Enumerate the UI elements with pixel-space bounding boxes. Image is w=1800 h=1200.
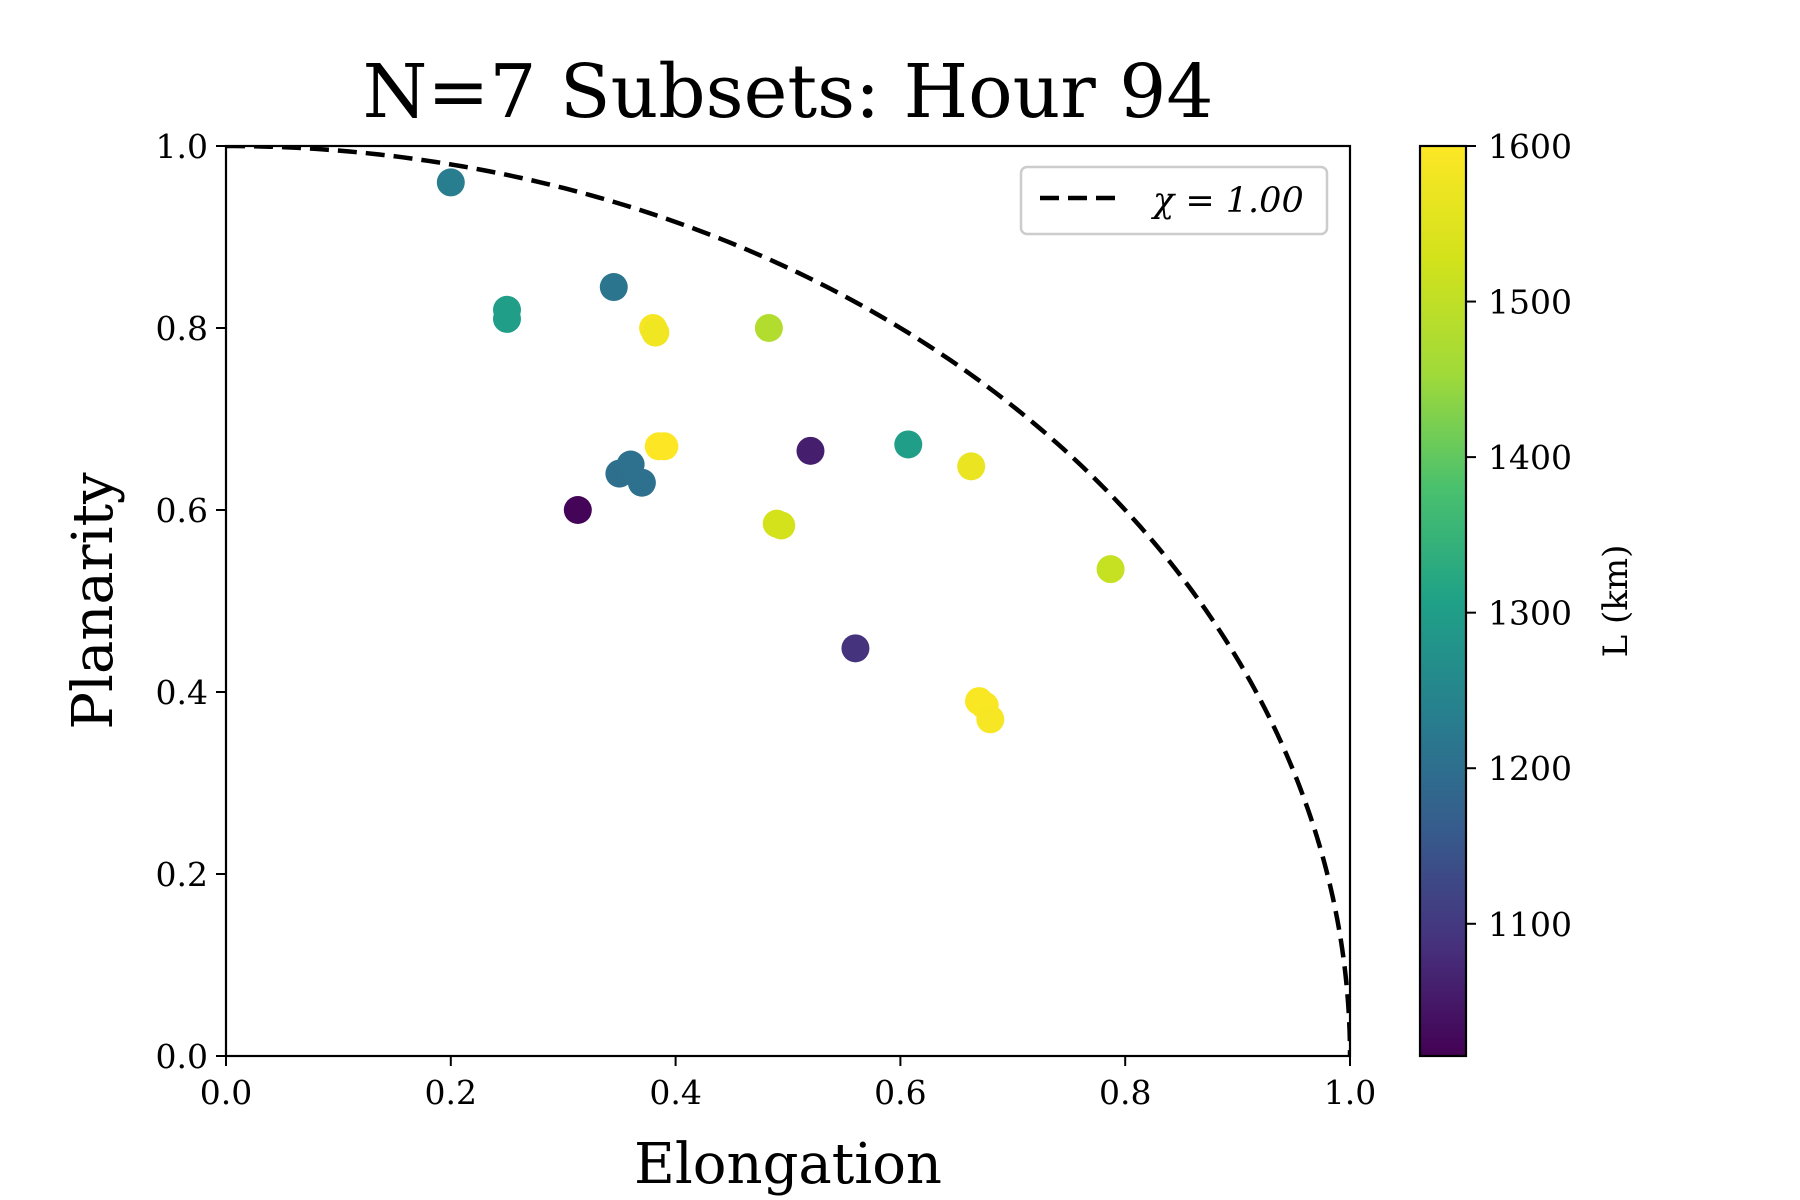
y-tick-label: 0.2 [156,855,208,894]
x-tick-label: 0.8 [1099,1073,1151,1112]
colorbar-tick-label: 1200 [1488,749,1572,788]
data-point [767,511,796,540]
colorbar-tick-label: 1600 [1488,127,1572,166]
x-tick-label: 0.2 [425,1073,477,1112]
y-tick-label: 0.0 [156,1037,208,1076]
colorbar-label: L (km) [1596,545,1636,658]
colorbar-tick-label: 1300 [1488,594,1572,633]
y-axis-label: Planarity [61,472,126,730]
x-axis-label: Elongation [634,1132,942,1197]
chart-title: N=7 Subsets: Hour 94 [363,49,1214,135]
x-tick-label: 0.6 [874,1073,926,1112]
x-axis-ticks: 0.0 0.2 0.4 0.6 0.8 1.0 [200,1056,1376,1112]
y-tick-label: 0.8 [156,309,208,348]
data-point [841,634,870,663]
data-point [976,705,1005,734]
colorbar-tick-label: 1100 [1488,905,1572,944]
legend-entry-label: χ = 1.00 [1150,181,1304,221]
x-tick-label: 1.0 [1324,1073,1376,1112]
legend-box [1019,165,1329,236]
colorbar-tick-label: 1500 [1488,283,1572,322]
colorbar-gradient [1418,144,1468,1058]
data-points [436,168,1125,734]
data-point [627,468,656,497]
data-point [641,318,670,347]
data-point [493,304,521,333]
legend: χ = 1.00 [1019,165,1329,236]
colorbar: 1100 1200 1300 1400 1500 1600 L (km) [1418,127,1636,1058]
x-tick-label: 0.0 [200,1073,252,1112]
data-point [599,273,628,302]
data-point [894,430,923,459]
data-point [650,432,679,461]
y-axis-ticks: 0.0 0.2 0.4 0.6 0.8 1.0 [156,127,226,1076]
data-point [754,314,783,342]
data-point [957,452,986,481]
y-tick-label: 0.4 [156,673,208,712]
plot-area [224,144,1352,1058]
y-tick-label: 1.0 [156,127,208,166]
x-tick-label: 0.4 [649,1073,701,1112]
colorbar-ticks: 1100 1200 1300 1400 1500 1600 [1466,127,1572,944]
chi-reference-curve [226,146,1350,1056]
data-point [1096,555,1125,584]
y-tick-label: 0.6 [156,491,208,530]
data-point [796,436,825,465]
colorbar-tick-label: 1400 [1488,438,1572,477]
data-point [436,168,465,197]
data-point [563,496,592,524]
